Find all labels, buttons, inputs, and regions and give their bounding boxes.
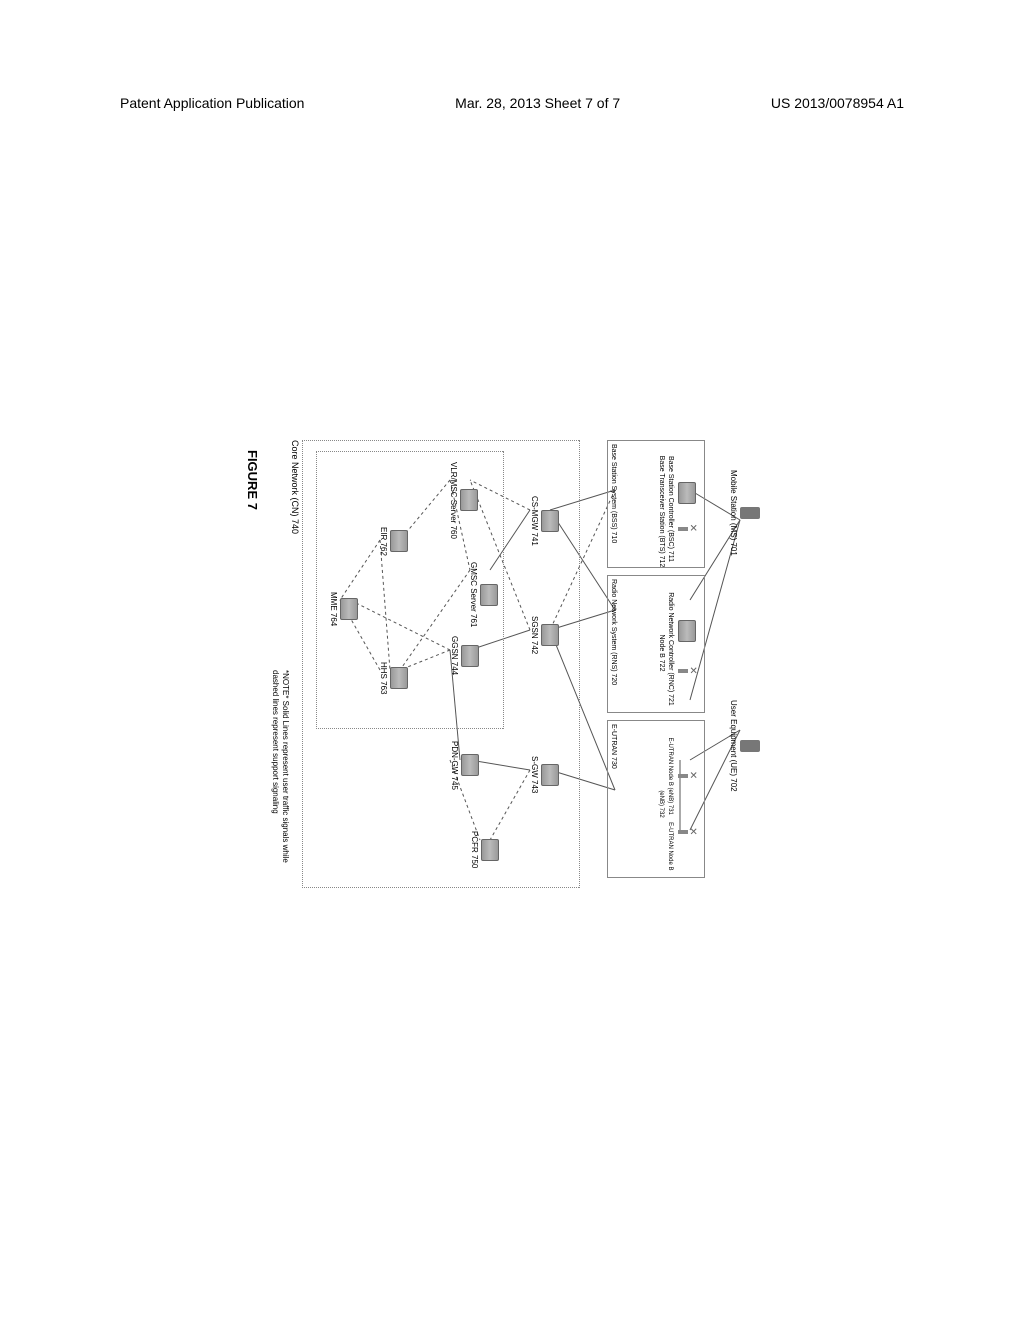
eutran-box: E-UTRAN Node B (eNB) 731 E-UTRAN Node B …: [607, 720, 705, 878]
antenna-icon: [678, 769, 696, 783]
vlrmsc-node: VLR/MSC Server 760: [448, 462, 478, 539]
enb-nodes: E-UTRAN Node B (eNB) 731 E-UTRAN Node B …: [658, 729, 696, 879]
pcfr-label: PCFR 750: [470, 831, 479, 868]
rnc-label: Radio Network Controller (RNC) 721: [667, 592, 674, 706]
vlrmsc-label: VLR/MSC Server 760: [449, 462, 458, 539]
header-right: US 2013/0078954 A1: [771, 95, 904, 111]
bss-label: Base Station System (BSS) 710: [610, 444, 617, 543]
server-icon: [480, 584, 498, 606]
rnc-node: Radio Network Controller (RNC) 721 Node …: [658, 584, 696, 714]
enb1-label: E-UTRAN Node B (eNB) 731: [667, 738, 673, 815]
server-icon: [678, 620, 696, 642]
pdngw-node: PDN-GW 745: [449, 741, 479, 790]
rns-box: Radio Network Controller (RNC) 721 Node …: [607, 575, 705, 713]
bsc-node: Base Station Controller (BSC) 711 Base T…: [658, 449, 696, 569]
note-text: *NOTE* Solid Lines represent user traffi…: [271, 670, 290, 880]
server-icon: [541, 510, 559, 532]
server-icon: [541, 764, 559, 786]
server-icon: [461, 754, 479, 776]
page-header: Patent Application Publication Mar. 28, …: [0, 95, 1024, 111]
nodeb-label: Node B 722: [658, 635, 665, 672]
hhs-node: HHS 763: [378, 662, 408, 694]
eutran-label: E-UTRAN 730: [610, 724, 617, 769]
server-icon: [541, 624, 559, 646]
server-icon: [481, 839, 499, 861]
header-left: Patent Application Publication: [120, 95, 304, 111]
figure-label: FIGURE 7: [245, 450, 260, 510]
csmgw-node: CS-MGW 741: [529, 496, 559, 546]
server-icon: [390, 530, 408, 552]
csmgw-label: CS-MGW 741: [530, 496, 539, 546]
gmsc-node: GMSC Server 761: [468, 562, 498, 627]
eir-label: EIR 762: [379, 527, 388, 556]
mobile-station-node: Mobile Station (MS) 701: [728, 470, 760, 556]
mme-node: MME 764: [328, 592, 358, 626]
header-center: Mar. 28, 2013 Sheet 7 of 7: [455, 95, 620, 111]
antenna-icon: [678, 664, 696, 678]
sgsn-label: SGSN 742: [530, 616, 539, 654]
server-icon: [390, 667, 408, 689]
mme-label: MME 764: [329, 592, 338, 626]
antenna-icon: [678, 825, 696, 839]
phone-icon: [740, 740, 760, 752]
sgsn-node: SGSN 742: [529, 616, 559, 654]
user-equipment-node: User Equipment (UE) 702: [728, 700, 760, 792]
bss-box: Base Station Controller (BSC) 711 Base T…: [607, 440, 705, 568]
core-network-label: Core Network (CN) 740: [290, 440, 300, 534]
pdngw-label: PDN-GW 745: [450, 741, 459, 790]
inner-box: GMSC Server 761 VLR/MSC Server 760 EIR 7…: [316, 451, 504, 729]
sgw-label: S-GW 743: [530, 756, 539, 793]
bsc-label: Base Station Controller (BSC) 711: [667, 456, 674, 562]
core-network-box: CS-MGW 741 SGSN 742 S-GW 743 GGSN 744 PD…: [302, 440, 580, 888]
hhs-label: HHS 763: [379, 662, 388, 694]
server-icon: [460, 489, 478, 511]
bts-label: Base Transceiver Station (BTS) 712: [658, 456, 665, 568]
ue-label: User Equipment (UE) 702: [729, 700, 738, 792]
eir-node: EIR 762: [378, 527, 408, 556]
server-icon: [340, 598, 358, 620]
rns-label: Radio Network System (RNS) 720: [610, 579, 617, 685]
ms-label: Mobile Station (MS) 701: [729, 470, 738, 556]
phone-icon: [740, 507, 760, 519]
gmsc-label: GMSC Server 761: [469, 562, 478, 627]
sgw-node: S-GW 743: [529, 756, 559, 793]
network-diagram: Mobile Station (MS) 701 User Equipment (…: [220, 420, 780, 900]
server-icon: [678, 482, 696, 504]
pcfr-node: PCFR 750: [469, 831, 499, 868]
antenna-icon: [678, 522, 696, 536]
